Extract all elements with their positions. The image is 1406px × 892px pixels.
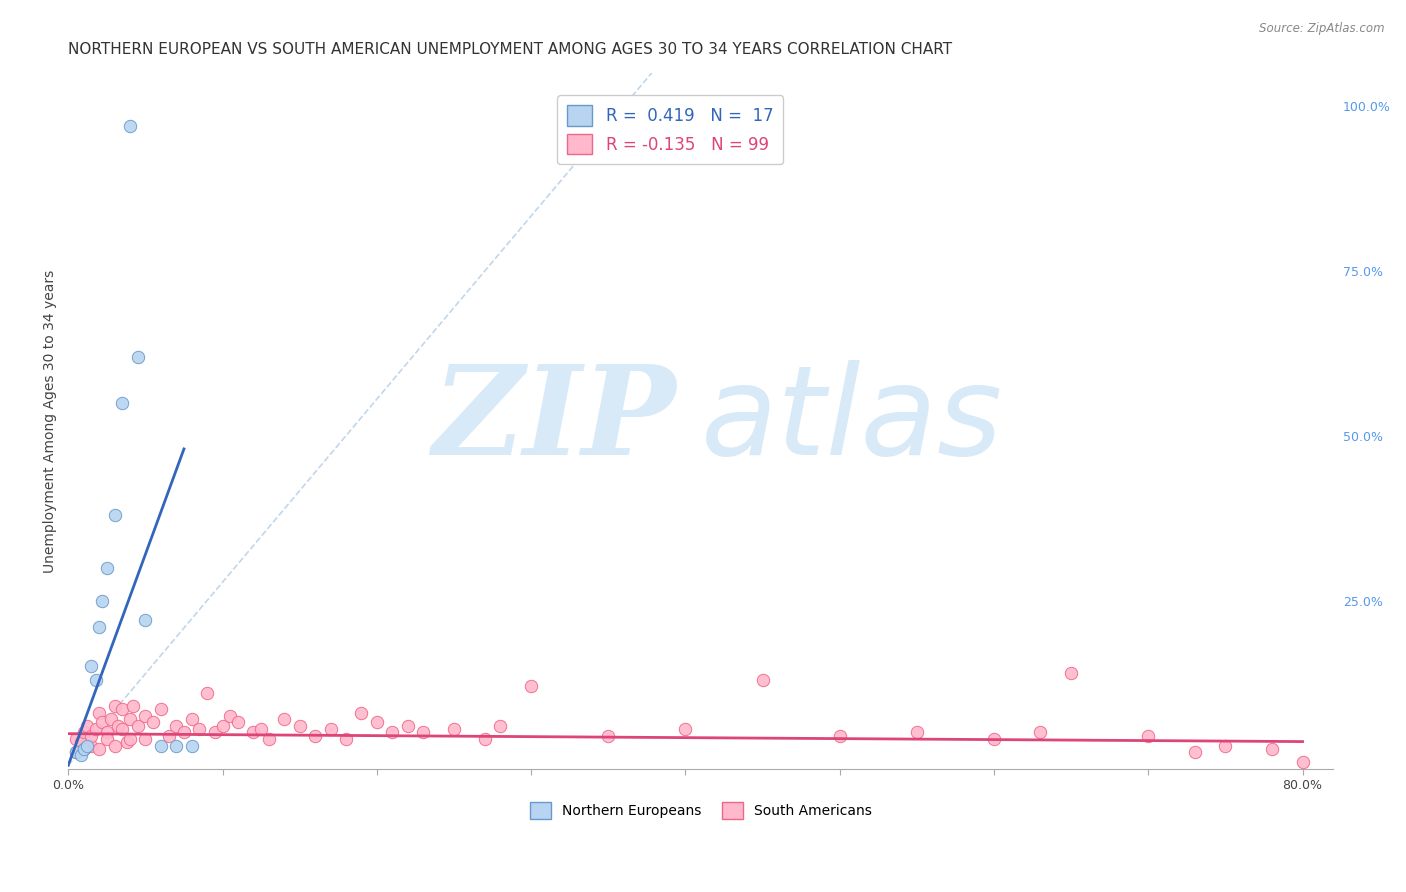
Point — [335, 731, 357, 746]
Point — [165, 719, 187, 733]
Point — [474, 731, 496, 746]
Point — [96, 560, 118, 574]
Text: Source: ZipAtlas.com: Source: ZipAtlas.com — [1260, 22, 1385, 36]
Point — [673, 722, 696, 736]
Point — [134, 709, 156, 723]
Point — [65, 745, 87, 759]
Point — [288, 719, 311, 733]
Point — [65, 745, 87, 759]
Point — [69, 735, 91, 749]
Point — [100, 712, 122, 726]
Point — [1029, 725, 1052, 739]
Point — [226, 715, 249, 730]
Point — [250, 722, 273, 736]
Point — [115, 735, 138, 749]
Point — [489, 719, 512, 733]
Point — [127, 719, 149, 733]
Point — [204, 725, 226, 739]
Point — [103, 508, 125, 522]
Point — [107, 719, 129, 733]
Point — [165, 739, 187, 753]
Point — [122, 698, 145, 713]
Point — [983, 731, 1005, 746]
Point — [188, 722, 211, 736]
Point — [180, 739, 202, 753]
Point — [381, 725, 404, 739]
Point — [118, 731, 141, 746]
Point — [118, 712, 141, 726]
Point — [80, 729, 103, 743]
Point — [396, 719, 419, 733]
Text: ZIP: ZIP — [432, 360, 675, 482]
Point — [87, 706, 110, 720]
Legend: Northern Europeans, South Americans: Northern Europeans, South Americans — [524, 797, 877, 824]
Point — [828, 729, 851, 743]
Point — [65, 731, 87, 746]
Point — [1260, 742, 1282, 756]
Text: atlas: atlas — [700, 360, 1002, 482]
Point — [149, 702, 172, 716]
Point — [80, 659, 103, 673]
Point — [73, 725, 96, 739]
Point — [350, 706, 373, 720]
Point — [73, 742, 96, 756]
Point — [366, 715, 388, 730]
Point — [96, 731, 118, 746]
Point — [134, 731, 156, 746]
Point — [180, 712, 202, 726]
Point — [103, 698, 125, 713]
Point — [1184, 745, 1206, 759]
Text: NORTHERN EUROPEAN VS SOUTH AMERICAN UNEMPLOYMENT AMONG AGES 30 TO 34 YEARS CORRE: NORTHERN EUROPEAN VS SOUTH AMERICAN UNEM… — [69, 42, 952, 57]
Point — [319, 722, 342, 736]
Point — [257, 731, 280, 746]
Point — [87, 620, 110, 634]
Point — [242, 725, 264, 739]
Point — [211, 719, 233, 733]
Point — [1060, 666, 1083, 681]
Point — [443, 722, 465, 736]
Point — [84, 722, 107, 736]
Point — [87, 742, 110, 756]
Point — [195, 686, 218, 700]
Point — [111, 722, 134, 736]
Point — [1215, 739, 1237, 753]
Point — [76, 739, 98, 753]
Point — [905, 725, 928, 739]
Point — [157, 729, 180, 743]
Point — [91, 715, 114, 730]
Point — [84, 673, 107, 687]
Point — [76, 719, 98, 733]
Point — [73, 742, 96, 756]
Point — [751, 673, 773, 687]
Point — [69, 748, 91, 763]
Point — [134, 613, 156, 627]
Point — [412, 725, 434, 739]
Point — [96, 725, 118, 739]
Point — [127, 350, 149, 364]
Point — [598, 729, 620, 743]
Point — [173, 725, 195, 739]
Point — [142, 715, 165, 730]
Point — [80, 739, 103, 753]
Point — [118, 119, 141, 133]
Point — [111, 702, 134, 716]
Point — [1137, 729, 1160, 743]
Point — [1291, 755, 1313, 769]
Point — [103, 739, 125, 753]
Point — [149, 739, 172, 753]
Point — [219, 709, 242, 723]
Point — [520, 679, 543, 693]
Point — [304, 729, 326, 743]
Point — [111, 396, 134, 410]
Point — [273, 712, 295, 726]
Point — [91, 593, 114, 607]
Y-axis label: Unemployment Among Ages 30 to 34 years: Unemployment Among Ages 30 to 34 years — [44, 269, 58, 573]
